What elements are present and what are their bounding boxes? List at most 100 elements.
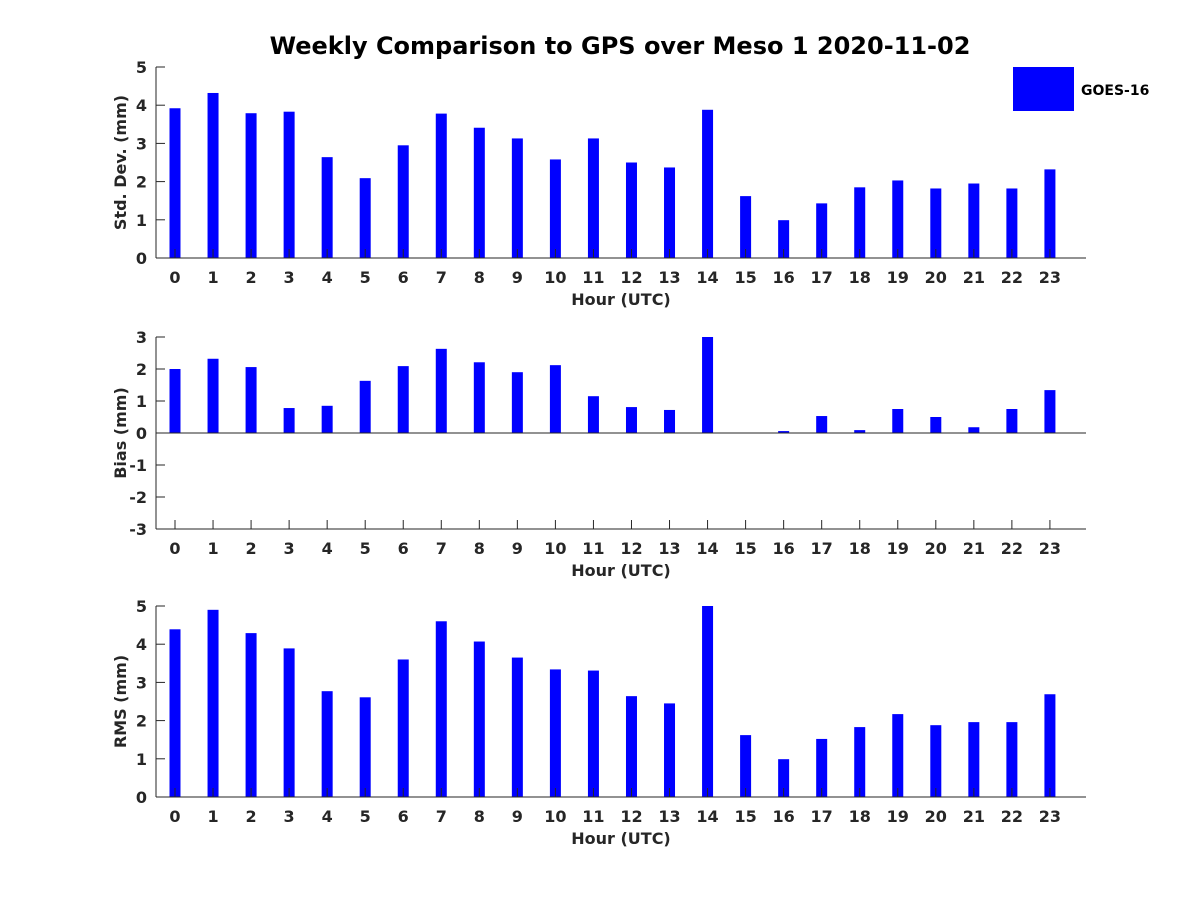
bar-4	[321, 691, 333, 797]
x-tick-label: 23	[1039, 539, 1061, 558]
legend-label: GOES-16	[1081, 83, 1149, 99]
x-tick-label: 0	[169, 539, 180, 558]
x-tick-label: 15	[734, 807, 756, 826]
x-tick-label: 11	[582, 539, 604, 558]
y-axis-label: RMS (mm)	[111, 655, 130, 748]
x-tick-label: 20	[925, 807, 947, 826]
x-tick-label: 21	[963, 539, 985, 558]
x-tick-label: 23	[1039, 268, 1061, 287]
x-tick-label: 12	[620, 539, 642, 558]
bar-23	[1044, 694, 1056, 797]
y-tick-label: 2	[136, 712, 147, 731]
bar-20	[930, 417, 942, 433]
y-tick-label: 1	[136, 392, 147, 411]
y-tick-label: 1	[136, 750, 147, 769]
x-tick-label: 2	[246, 539, 257, 558]
bar-17	[816, 203, 828, 258]
y-tick-label: 5	[136, 58, 147, 77]
x-tick-label: 5	[360, 268, 371, 287]
bar-8	[473, 641, 485, 797]
x-tick-label: 1	[207, 268, 218, 287]
bar-0	[169, 369, 181, 433]
x-tick-label: 19	[887, 539, 909, 558]
x-tick-label: 2	[246, 268, 257, 287]
bar-6	[397, 366, 409, 433]
x-tick-label: 7	[436, 539, 447, 558]
y-tick-label: 3	[136, 134, 147, 153]
bar-23	[1044, 169, 1056, 258]
bar-12	[625, 696, 637, 797]
bar-4	[321, 157, 333, 258]
bar-15	[740, 196, 752, 258]
x-tick-label: 0	[169, 268, 180, 287]
x-tick-label: 9	[512, 268, 523, 287]
x-tick-label: 13	[658, 268, 680, 287]
bar-11	[587, 138, 599, 258]
bar-1	[207, 358, 219, 433]
x-tick-label: 14	[696, 807, 718, 826]
y-tick-label: 5	[136, 597, 147, 616]
y-tick-label: -2	[129, 488, 147, 507]
x-tick-label: 6	[398, 807, 409, 826]
bar-0	[169, 629, 181, 797]
x-tick-label: 10	[544, 539, 566, 558]
legend-swatch	[1013, 67, 1074, 111]
x-tick-label: 11	[582, 268, 604, 287]
bar-22	[1006, 722, 1018, 797]
bar-7	[435, 621, 447, 797]
x-tick-label: 3	[284, 807, 295, 826]
x-tick-label: 12	[620, 268, 642, 287]
bar-16	[778, 431, 790, 433]
x-tick-label: 5	[360, 807, 371, 826]
bar-6	[397, 145, 409, 258]
bar-16	[778, 759, 790, 797]
x-tick-label: 4	[322, 807, 333, 826]
bar-9	[511, 372, 523, 433]
bar-16	[778, 220, 790, 258]
bar-13	[664, 409, 676, 433]
bar-19	[892, 180, 904, 258]
chart-title: Weekly Comparison to GPS over Meso 1 202…	[270, 32, 971, 60]
bar-10	[549, 365, 561, 433]
x-tick-label: 6	[398, 539, 409, 558]
y-tick-label: 4	[136, 96, 147, 115]
bar-21	[968, 183, 980, 258]
x-tick-label: 11	[582, 807, 604, 826]
x-tick-label: 17	[811, 539, 833, 558]
x-tick-label: 22	[1001, 268, 1023, 287]
bar-1	[207, 609, 219, 797]
bar-18	[854, 727, 866, 797]
bar-9	[511, 138, 523, 258]
x-tick-label: 13	[658, 539, 680, 558]
y-tick-label: 0	[136, 424, 147, 443]
bar-3	[283, 648, 295, 797]
x-tick-label: 3	[284, 539, 295, 558]
x-tick-label: 12	[620, 807, 642, 826]
x-tick-label: 14	[696, 539, 718, 558]
x-tick-label: 9	[512, 807, 523, 826]
x-tick-label: 22	[1001, 539, 1023, 558]
x-tick-label: 17	[811, 807, 833, 826]
x-tick-label: 10	[544, 807, 566, 826]
x-tick-label: 8	[474, 539, 485, 558]
y-tick-label: 2	[136, 360, 147, 379]
x-tick-label: 21	[963, 807, 985, 826]
bar-18	[854, 187, 866, 258]
x-tick-label: 0	[169, 807, 180, 826]
x-tick-label: 20	[925, 539, 947, 558]
bar-15	[740, 735, 752, 797]
bar-7	[435, 113, 447, 258]
bar-22	[1006, 409, 1018, 433]
bar-10	[549, 159, 561, 258]
bar-4	[321, 405, 333, 433]
y-tick-label: 0	[136, 249, 147, 268]
x-tick-label: 3	[284, 268, 295, 287]
x-tick-label: 15	[734, 539, 756, 558]
y-tick-label: 0	[136, 788, 147, 807]
x-tick-label: 19	[887, 807, 909, 826]
x-tick-label: 4	[322, 539, 333, 558]
x-tick-label: 7	[436, 807, 447, 826]
bar-20	[930, 188, 942, 258]
